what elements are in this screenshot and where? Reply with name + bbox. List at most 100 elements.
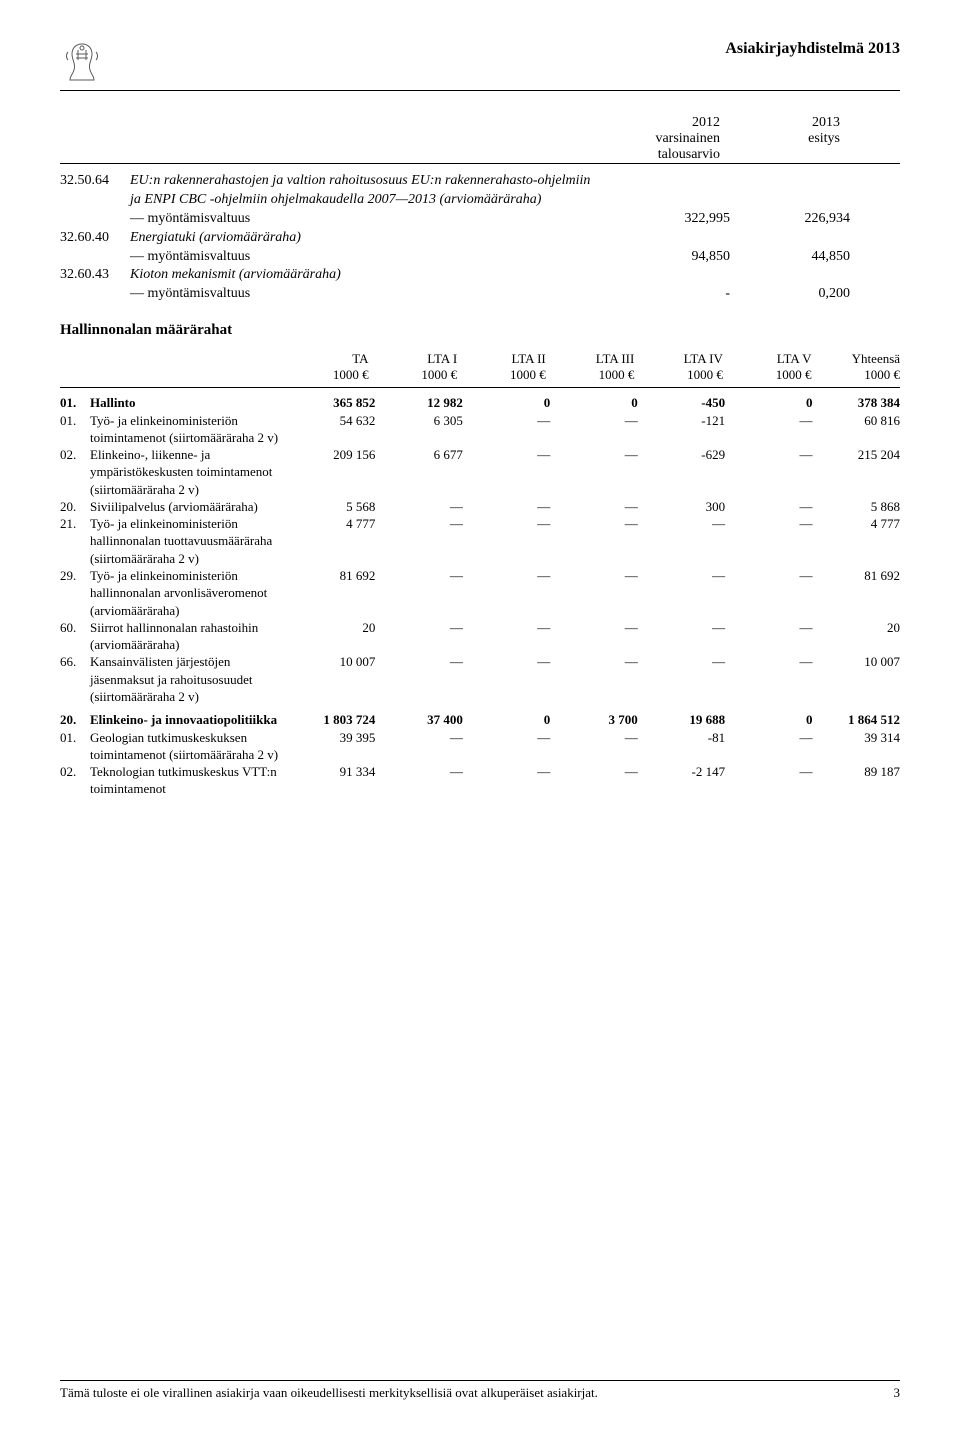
- row-value: 0: [725, 394, 812, 411]
- row-value: —: [725, 653, 812, 705]
- sub-label: — myöntämisvaltuus: [130, 248, 610, 267]
- row-value: —: [638, 567, 725, 619]
- row-desc: Hallinto: [90, 394, 288, 411]
- row-value: 0: [725, 711, 812, 728]
- table-row: 66.Kansainvälisten järjestöjen jäsenmaks…: [60, 653, 900, 705]
- header-l2: 1000 €: [723, 367, 812, 383]
- row-desc: Kioton mekanismit (arviomääräraha): [130, 266, 610, 285]
- upper-rule: [60, 163, 900, 164]
- table-header-col: Yhteensä1000 €: [811, 351, 900, 383]
- row-value: 300: [638, 498, 725, 515]
- row-value: 81 692: [813, 567, 900, 619]
- row-value: 10 007: [813, 653, 900, 705]
- upper-subrow: — myöntämisvaltuus-0,200: [60, 285, 900, 304]
- row-value: —: [638, 515, 725, 567]
- row-value: 5 568: [288, 498, 375, 515]
- row-value: —: [550, 729, 637, 764]
- sub-val-a: 94,850: [610, 248, 730, 267]
- row-value: 39 314: [813, 729, 900, 764]
- header-l2: 1000 €: [811, 367, 900, 383]
- table-header-col: LTA V1000 €: [723, 351, 812, 383]
- row-value: 19 688: [638, 711, 725, 728]
- row-value: —: [550, 498, 637, 515]
- header-l2: 1000 €: [457, 367, 546, 383]
- header-l1: LTA I: [369, 351, 458, 367]
- header-l1: TA: [280, 351, 369, 367]
- row-desc: Siviilipalvelus (arviomääräraha): [90, 498, 288, 515]
- row-value: 4 777: [288, 515, 375, 567]
- row-desc: Geologian tutkimuskeskuksen toimintameno…: [90, 729, 288, 764]
- row-code: 32.60.43: [60, 266, 130, 285]
- crest-icon: [60, 40, 104, 84]
- row-value: 20: [813, 619, 900, 654]
- row-code: 32.60.40: [60, 229, 130, 248]
- sub-val-a: -: [610, 285, 730, 304]
- row-desc: Työ- ja elinkeinoministeriön toimintamen…: [90, 412, 288, 447]
- row-value: —: [638, 653, 725, 705]
- row-value: —: [463, 619, 550, 654]
- table-row: 02.Elinkeino-, liikenne- ja ympäristökes…: [60, 446, 900, 498]
- row-value: —: [550, 567, 637, 619]
- row-value: 365 852: [288, 394, 375, 411]
- row-value: —: [550, 653, 637, 705]
- table-header-col: LTA II1000 €: [457, 351, 546, 383]
- crest-svg: [60, 40, 104, 84]
- col-a-year: 2012: [600, 115, 720, 131]
- row-value: —: [725, 763, 812, 798]
- row-value: 20: [288, 619, 375, 654]
- row-value: —: [725, 619, 812, 654]
- row-value: —: [725, 567, 812, 619]
- header-l1: Yhteensä: [811, 351, 900, 367]
- row-value: 39 395: [288, 729, 375, 764]
- row-code: 20.: [60, 711, 90, 728]
- row-value: —: [463, 729, 550, 764]
- sub-label: — myöntämisvaltuus: [130, 285, 610, 304]
- row-value: 6 677: [375, 446, 462, 498]
- row-value: —: [725, 729, 812, 764]
- row-value: 81 692: [288, 567, 375, 619]
- upper-summary-block: 2012 varsinainen talousarvio 2013 esitys…: [60, 115, 900, 304]
- upper-summary-header: 2012 varsinainen talousarvio 2013 esitys: [60, 115, 900, 163]
- row-value: —: [550, 619, 637, 654]
- row-value: 3 700: [550, 711, 637, 728]
- row-value: 0: [463, 711, 550, 728]
- upper-subrow: — myöntämisvaltuus322,995226,934: [60, 210, 900, 229]
- row-value: 5 868: [813, 498, 900, 515]
- row-desc: Siirrot hallinnonalan rahastoihin (arvio…: [90, 619, 288, 654]
- col-b-line2: esitys: [720, 131, 840, 147]
- row-value: —: [550, 515, 637, 567]
- row-value: -450: [638, 394, 725, 411]
- table-row: 20.Siviilipalvelus (arviomääräraha)5 568…: [60, 498, 900, 515]
- upper-row: 32.60.43Kioton mekanismit (arviomäärärah…: [60, 266, 900, 285]
- footer-text: Tämä tuloste ei ole virallinen asiakirja…: [60, 1385, 598, 1401]
- table-row: 01.Geologian tutkimuskeskuksen toimintam…: [60, 729, 900, 764]
- row-value: —: [375, 515, 462, 567]
- row-value: —: [463, 446, 550, 498]
- row-value: 12 982: [375, 394, 462, 411]
- page: Asiakirjayhdistelmä 2013 2012 varsinaine…: [0, 0, 960, 1429]
- section-title: Hallinnonalan määrärahat: [60, 322, 900, 339]
- row-value: —: [550, 446, 637, 498]
- row-value: 209 156: [288, 446, 375, 498]
- table-header-col: LTA IV1000 €: [634, 351, 723, 383]
- row-desc: Työ- ja elinkeinoministeriön hallinnonal…: [90, 567, 288, 619]
- row-value: 0: [463, 394, 550, 411]
- page-header: Asiakirjayhdistelmä 2013: [60, 40, 900, 91]
- row-value: 4 777: [813, 515, 900, 567]
- row-desc: Teknologian tutkimuskeskus VTT:n toimint…: [90, 763, 288, 798]
- row-val-b: [730, 172, 850, 210]
- row-code: 29.: [60, 567, 90, 619]
- table-header-col: LTA I1000 €: [369, 351, 458, 383]
- row-value: —: [725, 412, 812, 447]
- row-code: 02.: [60, 446, 90, 498]
- row-value: —: [463, 412, 550, 447]
- row-code: 01.: [60, 412, 90, 447]
- header-l1: LTA IV: [634, 351, 723, 367]
- row-code: 01.: [60, 394, 90, 411]
- row-val-a: [610, 172, 730, 210]
- page-footer: Tämä tuloste ei ole virallinen asiakirja…: [60, 1380, 900, 1401]
- row-value: —: [463, 763, 550, 798]
- table-header: TA1000 €LTA I1000 €LTA II1000 €LTA III10…: [60, 351, 900, 388]
- row-value: 60 816: [813, 412, 900, 447]
- header-l2: 1000 €: [369, 367, 458, 383]
